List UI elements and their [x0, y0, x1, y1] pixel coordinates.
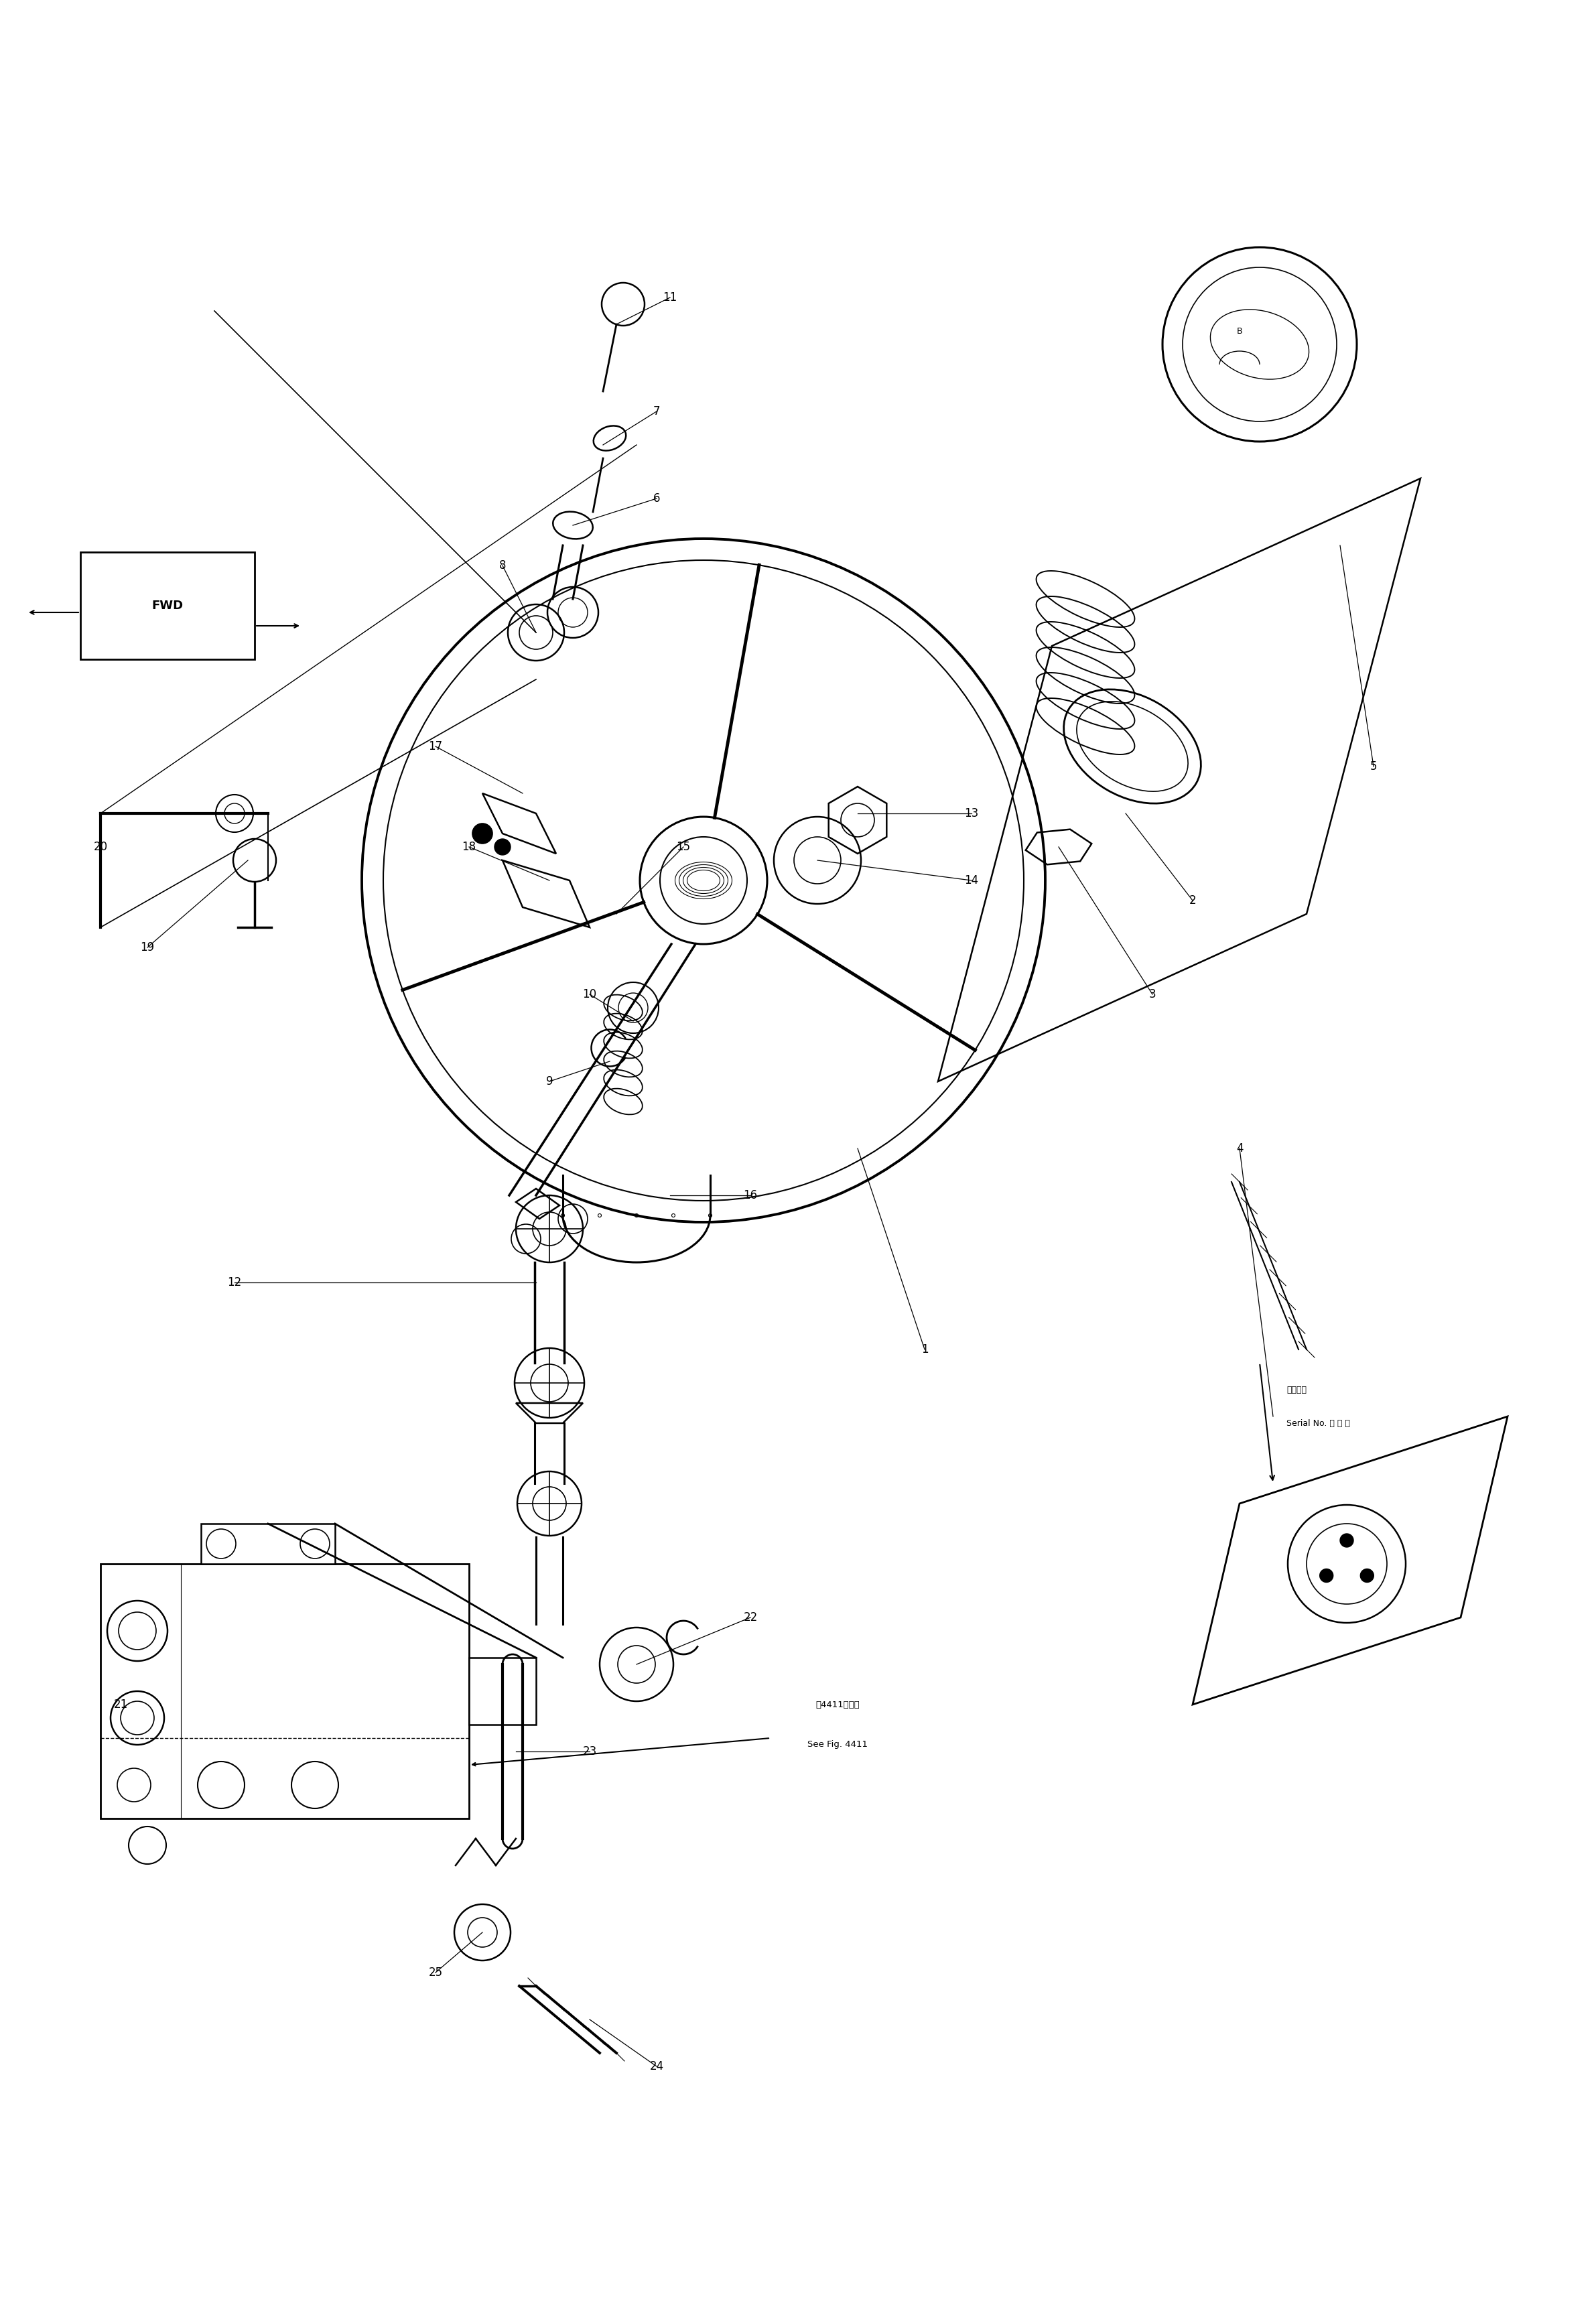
Circle shape [495, 838, 511, 854]
Circle shape [1341, 1534, 1353, 1548]
Text: 7: 7 [653, 406, 661, 418]
Text: See Fig. 4411: See Fig. 4411 [808, 1741, 868, 1750]
Bar [101, 1564, 469, 1817]
Text: B: B [1237, 327, 1242, 334]
Text: 13: 13 [964, 808, 978, 819]
Text: 12: 12 [227, 1277, 241, 1288]
Bar [201, 1523, 335, 1564]
Text: 10: 10 [583, 989, 597, 1000]
Text: 15: 15 [677, 840, 691, 852]
Text: 2: 2 [1189, 894, 1197, 908]
Circle shape [1360, 1569, 1374, 1583]
Text: 3: 3 [1149, 989, 1156, 1000]
Circle shape [472, 824, 493, 843]
Text: 21: 21 [113, 1699, 128, 1711]
Text: 19: 19 [140, 942, 155, 954]
Text: Serial No. ・ ・ ～: Serial No. ・ ・ ～ [1286, 1418, 1350, 1427]
Text: 1: 1 [921, 1344, 929, 1355]
Text: 9: 9 [546, 1075, 552, 1089]
Text: 8: 8 [500, 559, 506, 571]
Text: 4: 4 [1235, 1142, 1243, 1154]
Text: 14: 14 [964, 875, 978, 887]
Text: 18: 18 [461, 840, 476, 852]
Bar [469, 1657, 536, 1725]
Text: 22: 22 [744, 1611, 758, 1622]
Text: 20: 20 [94, 840, 107, 852]
Circle shape [1320, 1569, 1333, 1583]
Text: 5: 5 [1369, 761, 1377, 773]
Text: 24: 24 [650, 2061, 664, 2073]
Text: 第4411図参照: 第4411図参照 [816, 1701, 860, 1708]
Text: 23: 23 [583, 1745, 597, 1757]
Text: FWD: FWD [152, 599, 184, 613]
Text: 25: 25 [428, 1966, 442, 1977]
Text: 16: 16 [744, 1188, 758, 1202]
Text: 6: 6 [653, 492, 661, 504]
Text: 11: 11 [662, 292, 677, 304]
Text: 適用号機: 適用号機 [1286, 1386, 1307, 1395]
Text: 17: 17 [428, 740, 442, 752]
